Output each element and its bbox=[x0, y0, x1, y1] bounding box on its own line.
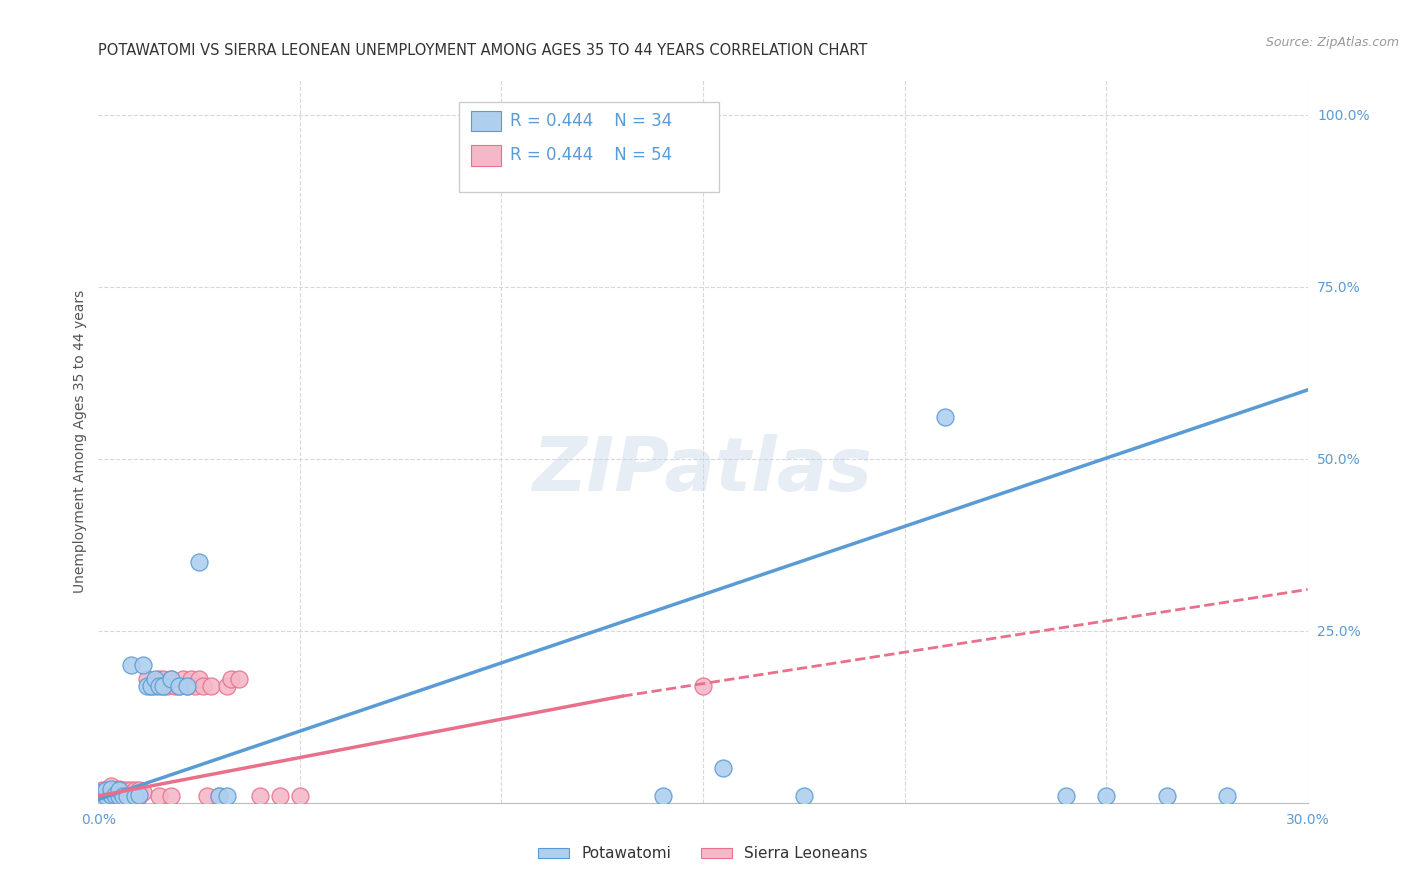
Point bbox=[184, 679, 207, 693]
Point bbox=[176, 679, 198, 693]
Point bbox=[96, 790, 118, 805]
Point bbox=[103, 789, 125, 803]
Point bbox=[96, 789, 118, 803]
Point bbox=[793, 789, 815, 803]
Point bbox=[208, 789, 231, 803]
Point bbox=[160, 789, 183, 803]
Point bbox=[139, 679, 162, 693]
FancyBboxPatch shape bbox=[458, 102, 718, 193]
Point bbox=[111, 783, 134, 797]
Point bbox=[115, 783, 138, 797]
Point bbox=[100, 783, 122, 797]
Point bbox=[288, 789, 311, 803]
Point bbox=[139, 679, 162, 693]
Point bbox=[195, 789, 218, 803]
Point bbox=[221, 672, 243, 686]
Point bbox=[152, 679, 174, 693]
Point bbox=[143, 679, 166, 693]
Point bbox=[91, 783, 114, 797]
Point bbox=[107, 789, 129, 803]
Point bbox=[120, 658, 142, 673]
Point bbox=[91, 790, 114, 805]
Point bbox=[143, 672, 166, 686]
Point bbox=[160, 672, 183, 686]
Point bbox=[152, 672, 174, 686]
Point bbox=[152, 679, 174, 693]
Point bbox=[148, 679, 170, 693]
Point bbox=[124, 789, 146, 803]
Point bbox=[107, 785, 129, 799]
Point bbox=[111, 789, 134, 803]
Point bbox=[1054, 789, 1077, 803]
Point bbox=[111, 789, 134, 803]
Point bbox=[200, 679, 222, 693]
Point bbox=[217, 789, 239, 803]
Point bbox=[208, 789, 231, 803]
Point bbox=[132, 785, 155, 799]
Point bbox=[103, 788, 125, 802]
Point bbox=[128, 783, 150, 797]
Legend: Potawatomi, Sierra Leoneans: Potawatomi, Sierra Leoneans bbox=[531, 840, 875, 867]
Point bbox=[160, 672, 183, 686]
Point bbox=[135, 679, 157, 693]
Point bbox=[188, 672, 211, 686]
Point bbox=[217, 679, 239, 693]
Point bbox=[148, 789, 170, 803]
Point bbox=[651, 789, 673, 803]
Y-axis label: Unemployment Among Ages 35 to 44 years: Unemployment Among Ages 35 to 44 years bbox=[73, 290, 87, 593]
Text: Source: ZipAtlas.com: Source: ZipAtlas.com bbox=[1265, 36, 1399, 49]
Point bbox=[172, 672, 194, 686]
Point bbox=[163, 679, 186, 693]
Point bbox=[124, 789, 146, 803]
Point bbox=[100, 790, 122, 805]
Point bbox=[91, 785, 114, 799]
Point bbox=[120, 783, 142, 797]
Point bbox=[193, 679, 215, 693]
Point bbox=[1095, 789, 1118, 803]
Point bbox=[96, 788, 118, 802]
Point bbox=[1156, 789, 1178, 803]
Text: R = 0.444    N = 54: R = 0.444 N = 54 bbox=[509, 146, 672, 164]
Point bbox=[103, 783, 125, 797]
Point bbox=[128, 788, 150, 802]
Point bbox=[91, 788, 114, 802]
Point bbox=[188, 555, 211, 569]
Point bbox=[107, 782, 129, 797]
Point bbox=[167, 679, 190, 693]
Point bbox=[692, 679, 714, 693]
Text: ZIPatlas: ZIPatlas bbox=[533, 434, 873, 507]
Point bbox=[120, 789, 142, 803]
Point bbox=[91, 790, 114, 805]
Point bbox=[100, 782, 122, 797]
Point bbox=[107, 789, 129, 803]
Point bbox=[96, 783, 118, 797]
Point bbox=[156, 679, 179, 693]
Point bbox=[1216, 789, 1239, 803]
Point bbox=[124, 783, 146, 797]
Point bbox=[167, 679, 190, 693]
Point bbox=[100, 788, 122, 802]
Point bbox=[107, 783, 129, 797]
Point bbox=[115, 789, 138, 803]
Text: POTAWATOMI VS SIERRA LEONEAN UNEMPLOYMENT AMONG AGES 35 TO 44 YEARS CORRELATION : POTAWATOMI VS SIERRA LEONEAN UNEMPLOYMEN… bbox=[98, 44, 868, 58]
Text: R = 0.444    N = 34: R = 0.444 N = 34 bbox=[509, 112, 672, 129]
Bar bbox=[471, 111, 501, 131]
Point bbox=[132, 658, 155, 673]
Bar bbox=[471, 145, 501, 166]
Point bbox=[148, 672, 170, 686]
Point bbox=[934, 410, 956, 425]
Point bbox=[269, 789, 291, 803]
Point bbox=[711, 761, 734, 775]
Point bbox=[128, 789, 150, 803]
Point bbox=[96, 783, 118, 797]
Point bbox=[249, 789, 271, 803]
Point bbox=[228, 672, 250, 686]
Point bbox=[180, 672, 202, 686]
Point bbox=[100, 788, 122, 802]
Point bbox=[176, 679, 198, 693]
Point bbox=[135, 672, 157, 686]
Point bbox=[115, 789, 138, 803]
Point bbox=[100, 779, 122, 793]
